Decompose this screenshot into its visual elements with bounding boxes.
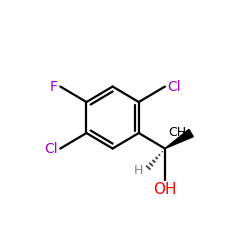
Text: F: F xyxy=(50,80,58,94)
Text: CH: CH xyxy=(168,126,186,138)
Text: Cl: Cl xyxy=(167,80,180,94)
Polygon shape xyxy=(165,129,193,148)
Text: H: H xyxy=(134,164,143,177)
Text: 3: 3 xyxy=(182,132,188,142)
Text: OH: OH xyxy=(153,182,177,197)
Text: Cl: Cl xyxy=(44,142,58,156)
